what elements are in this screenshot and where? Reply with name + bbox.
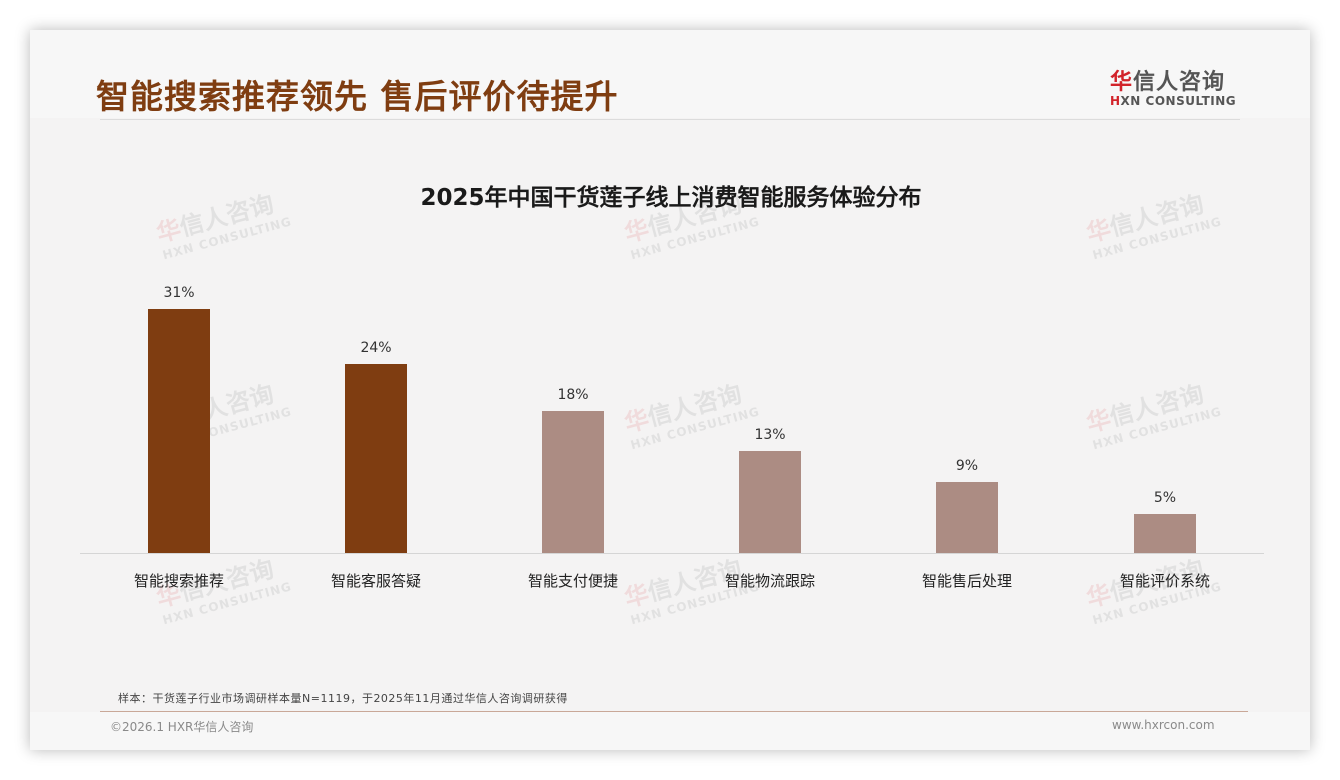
chart-title: 2025年中国干货莲子线上消费智能服务体验分布 xyxy=(420,185,922,211)
category-label: 智能支付便捷 xyxy=(527,572,618,590)
header-band xyxy=(30,30,1310,118)
logo-en-rest: XN CONSULTING xyxy=(1120,94,1237,108)
bar xyxy=(739,451,801,553)
bar-value-label: 13% xyxy=(754,427,786,443)
brand-logo: 华信人咨询 HXN CONSULTING xyxy=(1110,64,1240,108)
copyright: ©2026.1 HXR华信人咨询 xyxy=(110,720,254,734)
x-axis-line xyxy=(80,553,1264,554)
logo-en-accent: H xyxy=(1110,94,1121,108)
category-label: 智能物流跟踪 xyxy=(724,572,815,590)
bar xyxy=(148,309,210,553)
bar xyxy=(542,411,604,553)
logo-cn-accent: 华 xyxy=(1110,70,1134,95)
page-title: 智能搜索推荐领先 售后评价待提升 xyxy=(96,77,619,116)
category-label: 智能搜索推荐 xyxy=(133,572,224,590)
website-link[interactable]: www.hxrcon.com xyxy=(1112,718,1215,732)
bar-chart: 31% 智能搜索推荐 24% 智能客服答疑 18% 智能支付便捷 13% 智能物流跟踪 9% 智能… xyxy=(30,30,1310,750)
bar-value-label: 18% xyxy=(557,387,589,403)
footer-band xyxy=(30,712,1310,750)
sample-footnote: 样本：干货莲子行业市场调研样本量N=1119，于2025年11月通过华信人咨询调… xyxy=(118,692,568,705)
logo-en: HXN CONSULTING xyxy=(1110,94,1240,108)
slide: 华信人咨询 HXN CONSULTING 华信人咨询 HXN CONSULTING 华信… xyxy=(30,30,1310,750)
bar xyxy=(936,482,998,553)
logo-cn-rest: 信人咨询 xyxy=(1133,70,1226,95)
category-label: 智能评价系统 xyxy=(1119,572,1210,590)
category-label: 智能客服答疑 xyxy=(330,572,421,590)
logo-cn: 华信人咨询 xyxy=(1110,64,1240,96)
header-divider xyxy=(100,119,1240,120)
bar-value-label: 24% xyxy=(360,340,392,356)
bar-value-label: 9% xyxy=(955,458,979,474)
footer-divider xyxy=(100,711,1248,712)
category-label: 智能售后处理 xyxy=(921,572,1012,590)
bar xyxy=(1134,514,1196,553)
bar-value-label: 5% xyxy=(1153,490,1177,506)
bar xyxy=(345,364,407,553)
bar-value-label: 31% xyxy=(163,285,195,301)
